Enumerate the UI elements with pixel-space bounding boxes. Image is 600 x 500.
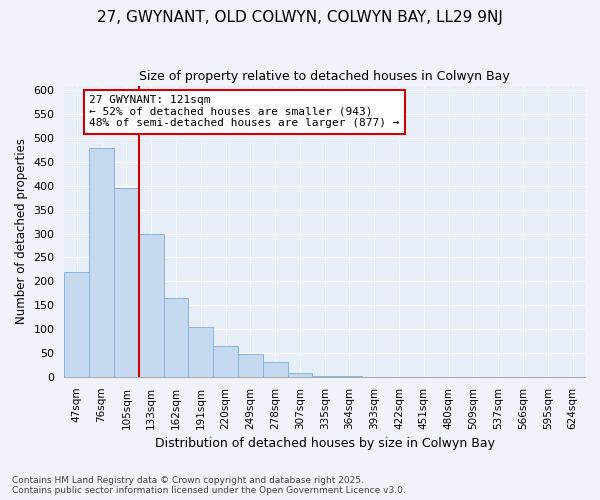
- Bar: [139, 234, 164, 377]
- Bar: [164, 298, 188, 377]
- Bar: [313, 376, 337, 377]
- Bar: [287, 373, 313, 377]
- Text: 27, GWYNANT, OLD COLWYN, COLWYN BAY, LL29 9NJ: 27, GWYNANT, OLD COLWYN, COLWYN BAY, LL2…: [97, 10, 503, 25]
- Bar: [114, 188, 139, 377]
- Bar: [64, 272, 89, 377]
- Bar: [89, 148, 114, 377]
- Title: Size of property relative to detached houses in Colwyn Bay: Size of property relative to detached ho…: [139, 70, 510, 83]
- Bar: [263, 362, 287, 377]
- Y-axis label: Number of detached properties: Number of detached properties: [15, 138, 28, 324]
- X-axis label: Distribution of detached houses by size in Colwyn Bay: Distribution of detached houses by size …: [155, 437, 495, 450]
- Bar: [188, 326, 213, 377]
- Text: 27 GWYNANT: 121sqm
← 52% of detached houses are smaller (943)
48% of semi-detach: 27 GWYNANT: 121sqm ← 52% of detached hou…: [89, 95, 400, 128]
- Bar: [238, 354, 263, 377]
- Text: Contains HM Land Registry data © Crown copyright and database right 2025.
Contai: Contains HM Land Registry data © Crown c…: [12, 476, 406, 495]
- Bar: [213, 346, 238, 377]
